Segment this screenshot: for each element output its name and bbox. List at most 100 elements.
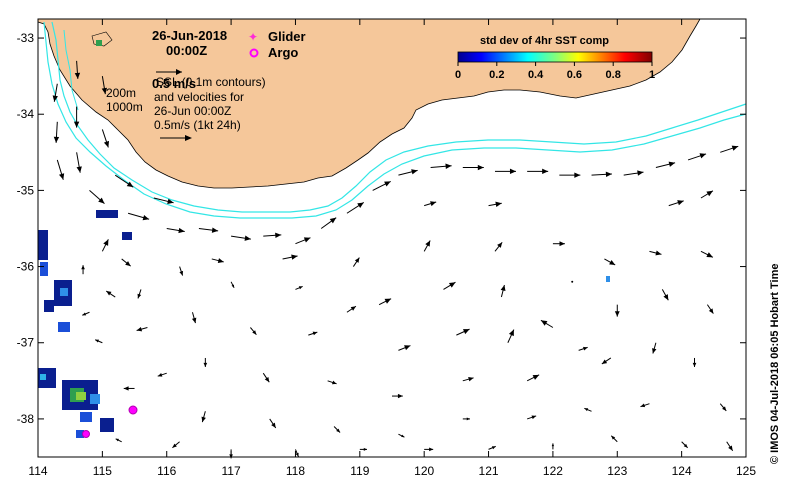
velocity-arrow: [295, 285, 303, 290]
velocity-arrow: [82, 311, 90, 316]
velocity-arrow: [101, 129, 110, 148]
lon-tick-label: 117: [222, 464, 241, 478]
isobath-1000-label: 1000m: [106, 100, 143, 114]
velocity-arrow: [462, 417, 470, 421]
colorbar-tick-label: 1: [649, 69, 655, 81]
velocity-arrow: [136, 326, 148, 332]
velocity-arrow: [443, 281, 456, 290]
isobath-200m-west: [63, 29, 79, 111]
velocity-arrow: [488, 445, 496, 450]
colorbar-tick-label: 0.2: [489, 69, 504, 81]
plot-frame: [37, 18, 747, 458]
lon-tick-label: 122: [543, 464, 563, 478]
velocity-arrow: [551, 443, 555, 450]
velocity-arrow: [398, 345, 411, 351]
velocity-arrow: [494, 168, 516, 175]
velocity-arrow: [610, 435, 618, 443]
velocity-arrow: [507, 329, 515, 343]
velocity-arrow: [137, 289, 142, 299]
velocity-arrow: [652, 342, 657, 354]
colorbar-ticks: 0 0.2 0.4 0.6 0.8 1: [455, 62, 655, 81]
velocity-arrow: [601, 357, 612, 365]
velocity-arrow: [462, 164, 484, 171]
velocity-arrow: [121, 258, 131, 267]
colorbar-title: std dev of 4hr SST comp: [480, 35, 609, 47]
lat-tick-label: -36: [17, 260, 35, 274]
velocity-arrow: [114, 174, 134, 188]
velocity-arrow: [346, 305, 357, 313]
velocity-arrow: [231, 235, 251, 241]
isobath-200-label: 200m: [106, 86, 136, 100]
sst-stddev-patches: [38, 40, 610, 438]
map-time: 00:00Z: [166, 43, 207, 58]
velocity-arrow: [73, 106, 80, 128]
velocity-arrow: [203, 357, 208, 367]
velocity-arrow: [591, 171, 612, 178]
velocity-vectors: [52, 60, 739, 459]
isobath-1000m: [43, 21, 747, 219]
lat-tick-label: -35: [17, 183, 35, 197]
velocity-arrow: [52, 83, 58, 102]
velocity-arrow: [640, 403, 650, 408]
velocity-arrow: [81, 265, 85, 275]
velocity-arrow: [668, 200, 684, 207]
isobath-200m: [51, 21, 747, 213]
velocity-arrow: [398, 433, 405, 438]
velocity-arrow: [681, 441, 688, 449]
map-date: 26-Jun-2018: [152, 28, 227, 43]
velocity-arrow: [295, 237, 311, 245]
velocity-arrow: [94, 339, 103, 344]
velocity-arrow: [488, 201, 502, 207]
colorbar-tick-label: 0.6: [567, 69, 582, 81]
lon-tick-label: 114: [28, 464, 47, 478]
lon-tick-label: 121: [479, 464, 499, 478]
velocity-arrow: [398, 169, 418, 176]
velocity-arrow: [76, 152, 82, 173]
velocity-arrow: [726, 441, 734, 452]
velocity-arrow: [230, 281, 235, 289]
velocity-arrow: [571, 280, 574, 283]
velocity-arrow: [320, 217, 337, 229]
velocity-arrow: [346, 202, 365, 214]
velocity-arrow: [53, 121, 60, 143]
velocity-arrow: [462, 376, 474, 382]
velocity-arrow: [101, 239, 109, 252]
velocity-arrow: [604, 258, 616, 266]
velocity-arrow: [127, 212, 150, 221]
velocity-arrow: [101, 76, 108, 95]
velocity-arrow: [500, 284, 506, 298]
velocity-arrow: [527, 168, 549, 175]
lon-tick-label: 124: [672, 464, 692, 478]
velocity-arrow: [661, 289, 669, 301]
colorbar-tick-label: 0.4: [528, 69, 544, 81]
velocity-arrow: [424, 447, 434, 452]
velocity-arrow: [115, 438, 122, 443]
velocity-arrow: [263, 232, 282, 238]
velocity-arrow: [423, 240, 431, 252]
notes-line2: and velocities for: [154, 90, 244, 104]
velocity-arrow: [527, 415, 537, 420]
velocity-arrow: [198, 227, 219, 233]
lon-tick-label: 119: [350, 464, 369, 478]
argo-marker: [128, 405, 138, 415]
velocity-arrow: [262, 372, 270, 383]
velocity-arrow: [614, 304, 620, 317]
velocity-arrow: [352, 257, 360, 267]
velocity-arrow: [559, 172, 581, 178]
argo-icon: [249, 48, 259, 58]
velocity-arrow: [56, 159, 65, 180]
scale-arrow-label: 0.5 m/s: [152, 76, 196, 91]
velocity-arrow: [191, 312, 197, 324]
glider-icon: ✦: [248, 30, 258, 44]
velocity-arrow: [333, 426, 341, 433]
velocity-arrow: [250, 327, 257, 336]
lon-tick-label: 116: [157, 464, 176, 478]
velocity-arrow: [294, 449, 299, 457]
lon-tick-label: 125: [736, 464, 756, 478]
velocity-arrow: [359, 447, 368, 451]
argo-label: Argo: [268, 45, 298, 60]
colorbar-tick-label: 0.8: [606, 69, 621, 81]
velocity-arrow: [578, 346, 588, 351]
velocity-arrow: [424, 201, 437, 207]
